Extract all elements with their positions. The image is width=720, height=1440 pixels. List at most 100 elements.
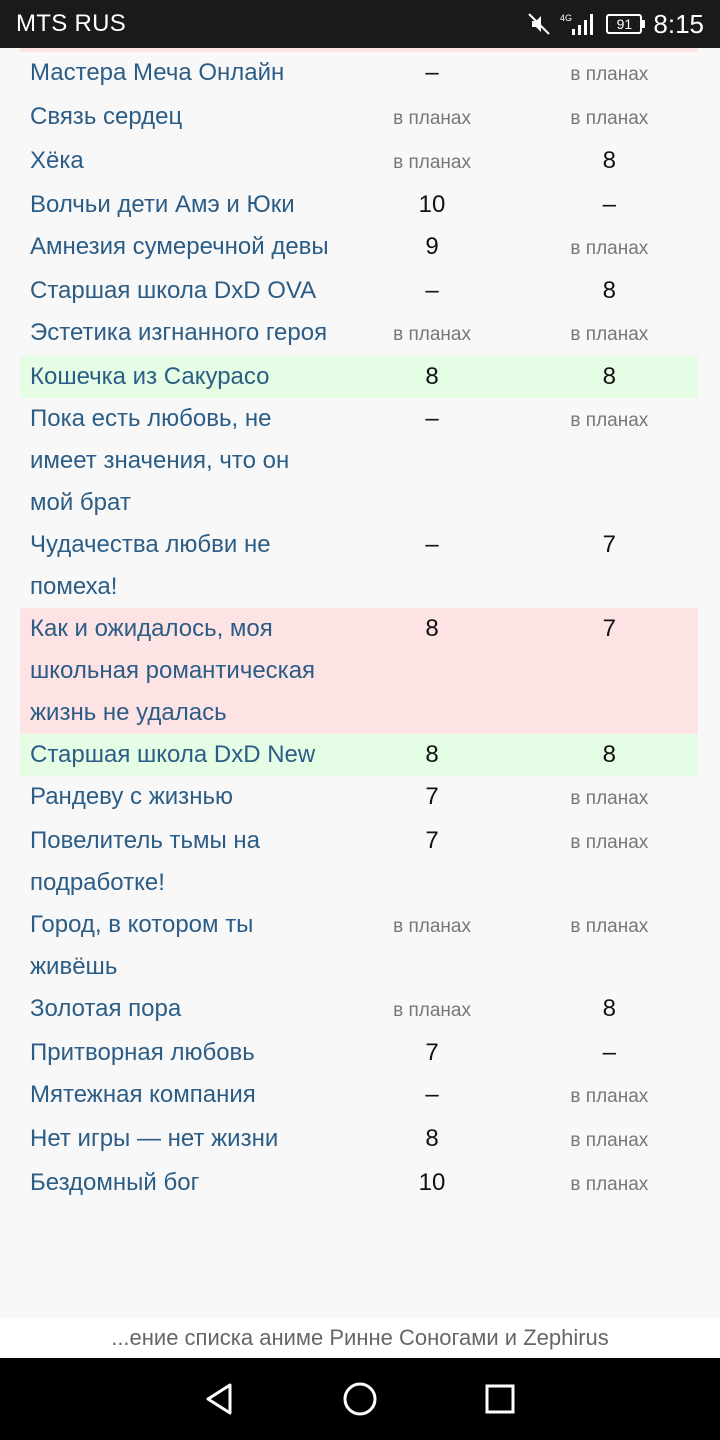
anime-list-content[interactable]: Мастера Меча Онлайн – в планах Связь сердец… [0, 52, 720, 1318]
carrier-name: MTS RUS [16, 10, 127, 37]
table-row: Старшая школа DxD OVA – 8 [20, 270, 698, 312]
score-zephirus: 7 [602, 531, 617, 558]
anime-title-link[interactable]: Рандеву с жизнью [30, 783, 233, 810]
score-zephirus: в планах [570, 410, 649, 431]
score-rinne: 10 [418, 1169, 446, 1196]
score-zephirus: в планах [570, 238, 649, 259]
table-row: Повелитель тьмы на подработке! 7 в планах [20, 820, 698, 904]
score-rinne: 8 [425, 363, 439, 390]
battery-icon: 91 [606, 14, 646, 34]
table-row: Бездомный бог 10 в планах [20, 1162, 698, 1206]
table-row: Амнезия сумеречной девы 9 в планах [20, 226, 698, 270]
score-zephirus: 8 [602, 147, 617, 174]
score-zephirus: в планах [570, 916, 649, 937]
score-zephirus: в планах [570, 832, 649, 853]
score-rinne: в планах [393, 1000, 471, 1021]
back-button[interactable] [190, 1369, 250, 1429]
network-type: 4G [560, 13, 572, 23]
anime-title-link[interactable]: Мастера Меча Онлайн [30, 59, 285, 86]
score-zephirus: в планах [570, 324, 649, 345]
anime-title-link[interactable]: Волчьи дети Амэ и Юки [30, 191, 295, 218]
previous-row-highlight [20, 48, 698, 52]
table-row: Волчьи дети Амэ и Юки 10 – [20, 184, 698, 226]
score-rinne: 10 [418, 191, 446, 218]
home-button[interactable] [330, 1369, 390, 1429]
anime-title-link[interactable]: Кошечка из Сакурасо [30, 363, 270, 390]
score-zephirus: 8 [602, 277, 617, 304]
score-rinne: 8 [425, 1125, 439, 1152]
anime-table: Мастера Меча Онлайн – в планах Связь сердец… [20, 52, 698, 1206]
anime-title-link[interactable]: Амнезия сумеречной девы [30, 233, 329, 260]
table-row: Мастера Меча Онлайн – в планах [20, 52, 698, 96]
clock: 8:15 [653, 8, 704, 39]
score-zephirus: 8 [602, 995, 617, 1022]
table-row: Как и ожидалось, моя школьная романтичес… [20, 608, 698, 734]
score-zephirus: в планах [570, 64, 649, 85]
table-row: Притворная любовь 7 – [20, 1032, 698, 1074]
page-caption: ...ение списка аниме Ринне Соногами и Ze… [0, 1318, 720, 1358]
anime-title-link[interactable]: Связь сердец [30, 103, 183, 130]
recents-square-icon [485, 1384, 515, 1414]
home-circle-icon [343, 1382, 377, 1416]
score-zephirus: в планах [570, 788, 649, 809]
score-rinne: 9 [425, 233, 439, 260]
anime-title-link[interactable]: Эстетика изгнанного героя [30, 319, 328, 346]
status-bar: MTS RUS 4G 91 8:15 [0, 0, 720, 48]
score-rinne: 8 [425, 615, 439, 642]
score-rinne: в планах [393, 324, 471, 345]
anime-title-link[interactable]: Пока есть любовь, не имеет значения, что… [30, 405, 290, 516]
table-row: Хёка в планах 8 [20, 140, 698, 184]
score-zephirus: – [602, 1039, 617, 1066]
score-zephirus: в планах [570, 108, 649, 129]
anime-title-link[interactable]: Чудачества любви не помеха! [30, 531, 271, 600]
score-rinne: – [425, 277, 439, 304]
score-rinne: – [425, 531, 439, 558]
score-rinne: 7 [425, 1039, 439, 1066]
score-zephirus: в планах [570, 1130, 649, 1151]
navigation-bar [0, 1358, 720, 1440]
anime-title-link[interactable]: Город, в котором ты живёшь [30, 911, 254, 980]
muted-icon [526, 11, 552, 37]
anime-title-link[interactable]: Повелитель тьмы на подработке! [30, 827, 261, 896]
status-icons: 4G 91 8:15 [526, 9, 704, 40]
score-rinne: в планах [393, 108, 471, 129]
score-zephirus: в планах [570, 1174, 649, 1195]
table-row: Кошечка из Сакурасо 8 8 [20, 356, 698, 398]
table-row: Мятежная компания – в планах [20, 1074, 698, 1118]
score-rinne: в планах [393, 916, 471, 937]
table-row: Пока есть любовь, не имеет значения, что… [20, 398, 698, 524]
battery-level: 91 [606, 14, 643, 34]
score-zephirus: – [602, 191, 617, 218]
back-triangle-icon [206, 1383, 232, 1415]
score-rinne: 8 [425, 741, 439, 768]
recents-button[interactable] [470, 1369, 530, 1429]
table-row: Золотая пора в планах 8 [20, 988, 698, 1032]
score-rinne: – [425, 59, 439, 86]
anime-title-link[interactable]: Хёка [30, 147, 84, 174]
table-row: Связь сердец в планах в планах [20, 96, 698, 140]
score-rinne: 7 [425, 827, 439, 854]
anime-title-link[interactable]: Притворная любовь [30, 1039, 255, 1066]
anime-title-link[interactable]: Старшая школа DxD OVA [30, 277, 317, 304]
table-row: Рандеву с жизнью 7 в планах [20, 776, 698, 820]
table-row: Старшая школа DxD New 8 8 [20, 734, 698, 776]
score-rinne: в планах [393, 152, 471, 173]
score-zephirus: 8 [602, 363, 617, 390]
anime-title-link[interactable]: Бездомный бог [30, 1169, 200, 1196]
anime-title-link[interactable]: Мятежная компания [30, 1081, 256, 1108]
anime-title-link[interactable]: Как и ожидалось, моя школьная романтичес… [30, 615, 316, 726]
score-zephirus: в планах [570, 1086, 649, 1107]
score-rinne: 7 [425, 783, 439, 810]
signal-icon: 4G [560, 11, 598, 37]
table-row: Чудачества любви не помеха! – 7 [20, 524, 698, 608]
anime-title-link[interactable]: Золотая пора [30, 995, 182, 1022]
anime-title-link[interactable]: Нет игры — нет жизни [30, 1125, 279, 1152]
score-rinne: – [425, 1081, 439, 1108]
score-zephirus: 8 [602, 741, 617, 768]
score-zephirus: 7 [602, 615, 617, 642]
table-row: Город, в котором ты живёшь в планах в план… [20, 904, 698, 988]
table-row: Нет игры — нет жизни 8 в планах [20, 1118, 698, 1162]
anime-title-link[interactable]: Старшая школа DxD New [30, 741, 316, 768]
score-rinne: – [425, 405, 439, 432]
table-row: Эстетика изгнанного героя в планах в плана… [20, 312, 698, 356]
